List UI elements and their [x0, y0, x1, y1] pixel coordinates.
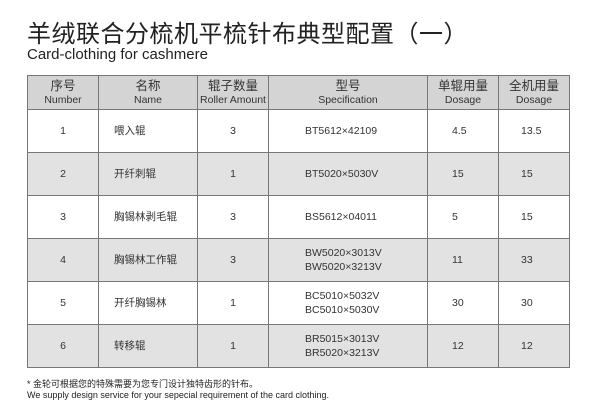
cell-roller-amount: 3	[197, 238, 269, 282]
specification-line: BC5010×5032V	[305, 290, 380, 302]
specification-line: BW5020×3013V	[305, 247, 382, 259]
column-header-en: Number	[44, 93, 82, 106]
column-header-dosage-per-roller: 单辊用量 Dosage	[427, 75, 499, 110]
table-row: 3 胸锡林剥毛辊 3 BS5612×04011 5 15	[27, 195, 570, 239]
page-subtitle: Card-clothing for cashmere	[27, 46, 208, 63]
column-header-en: Dosage	[444, 93, 482, 106]
specification-line: BT5020×5030V	[305, 168, 379, 180]
column-header-cn: 辊子数量	[207, 78, 258, 93]
column-header-name: 名称 Name	[98, 75, 198, 110]
column-header-en: Roller Amount	[200, 93, 266, 106]
column-header-cn: 序号	[50, 78, 76, 93]
cell-total-dosage: 12	[498, 324, 570, 368]
table-row: 5 开纤胸锡林 1 BC5010×5032V BC5010×5030V 30 30	[27, 281, 570, 325]
cell-roller-amount: 1	[197, 281, 269, 325]
specification-line: BT5612×42109	[305, 125, 378, 137]
footnote: * 金轮可根据您的特殊需要为您专门设计独特齿形的针布。 We supply de…	[27, 379, 329, 401]
cell-total-dosage: 30	[498, 281, 570, 325]
cell-specification: BC5010×5032V BC5010×5030V	[268, 281, 428, 325]
card-clothing-table: 序号 Number 名称 Name 辊子数量 Roller Amount 型号 Specifi…	[27, 75, 570, 368]
column-header-en: Specification	[318, 93, 378, 106]
cell-name: 喂入辊	[98, 109, 198, 153]
cell-specification: BT5612×42109	[268, 109, 428, 153]
page-title: 羊绒联合分梳机平梳针布典型配置（一）	[27, 21, 468, 48]
cell-total-dosage: 15	[498, 195, 570, 239]
cell-number: 1	[27, 109, 99, 153]
footnote-cn: * 金轮可根据您的特殊需要为您专门设计独特齿形的针布。	[27, 379, 259, 389]
column-header-roller-amount: 辊子数量 Roller Amount	[197, 75, 269, 110]
specification-line: BW5020×3213V	[305, 261, 382, 273]
table-row: 2 开纤刺辊 1 BT5020×5030V 15 15	[27, 152, 570, 196]
cell-roller-amount: 1	[197, 324, 269, 368]
cell-specification: BS5612×04011	[268, 195, 428, 239]
cell-specification: BW5020×3013V BW5020×3213V	[268, 238, 428, 282]
cell-number: 4	[27, 238, 99, 282]
cell-roller-amount: 3	[197, 195, 269, 239]
cell-name: 开纤刺辊	[98, 152, 198, 196]
specification-line: BR5015×3013V	[305, 333, 380, 345]
cell-total-dosage: 15	[498, 152, 570, 196]
cell-number: 6	[27, 324, 99, 368]
cell-roller-amount: 1	[197, 152, 269, 196]
column-header-en: Dosage	[515, 93, 553, 106]
cell-number: 3	[27, 195, 99, 239]
cell-dosage: 5	[427, 195, 499, 239]
table-row: 4 胸锡林工作辊 3 BW5020×3013V BW5020×3213V 11 33	[27, 238, 570, 282]
cell-total-dosage: 33	[498, 238, 570, 282]
column-header-dosage-total: 全机用量 Dosage	[498, 75, 570, 110]
column-header-cn: 型号	[335, 78, 361, 93]
cell-number: 2	[27, 152, 99, 196]
cell-dosage: 15	[427, 152, 499, 196]
column-header-specification: 型号 Specification	[268, 75, 428, 110]
column-header-en: Name	[133, 93, 162, 106]
cell-name: 开纤胸锡林	[98, 281, 198, 325]
cell-dosage: 4.5	[427, 109, 499, 153]
cell-dosage: 11	[427, 238, 499, 282]
table-row: 1 喂入辊 3 BT5612×42109 4.5 13.5	[27, 109, 570, 153]
table-row: 6 转移辊 1 BR5015×3013V BR5020×3213V 12 12	[27, 324, 570, 368]
column-header-number: 序号 Number	[27, 75, 99, 110]
column-header-cn: 名称	[135, 78, 161, 93]
footnote-en: We supply design service for your sepeci…	[27, 390, 329, 400]
cell-dosage: 30	[427, 281, 499, 325]
cell-total-dosage: 13.5	[498, 109, 570, 153]
cell-dosage: 12	[427, 324, 499, 368]
column-header-cn: 单辊用量	[437, 78, 488, 93]
cell-roller-amount: 3	[197, 109, 269, 153]
cell-specification: BR5015×3013V BR5020×3213V	[268, 324, 428, 368]
specification-line: BR5020×3213V	[305, 347, 380, 359]
cell-name: 胸锡林剥毛辊	[98, 195, 198, 239]
column-header-cn: 全机用量	[508, 78, 559, 93]
table-header-row: 序号 Number 名称 Name 辊子数量 Roller Amount 型号 Specifi…	[27, 75, 570, 110]
specification-line: BC5010×5030V	[305, 304, 380, 316]
cell-number: 5	[27, 281, 99, 325]
specification-line: BS5612×04011	[305, 211, 377, 223]
cell-name: 转移辊	[98, 324, 198, 368]
cell-specification: BT5020×5030V	[268, 152, 428, 196]
cell-name: 胸锡林工作辊	[98, 238, 198, 282]
